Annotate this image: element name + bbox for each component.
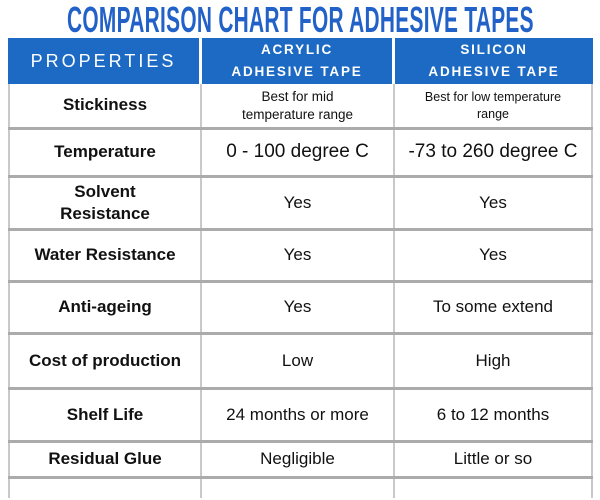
cell-silicon-value: Little or so xyxy=(395,443,593,476)
cell-empty xyxy=(202,479,395,498)
table-row-residual-glue: Residual Glue Negligible Little or so xyxy=(8,443,593,479)
table-header-row: PROPERTIES ACRYLIC ADHESIVE TAPE SILICON… xyxy=(8,38,593,84)
cell-silicon-value: 6 to 12 months xyxy=(395,390,593,440)
cell-acrylic-value: Yes xyxy=(202,178,395,228)
table-row-shelf-life: Shelf Life 24 months or more 6 to 12 mon… xyxy=(8,390,593,443)
cell-acrylic-value: Low xyxy=(202,335,395,387)
cell-silicon-value: -73 to 260 degree C xyxy=(395,130,593,175)
header-cell-acrylic: ACRYLIC ADHESIVE TAPE xyxy=(202,38,392,84)
cell-acrylic-value: Yes xyxy=(202,231,395,280)
header-acrylic-line2: ADHESIVE TAPE xyxy=(231,64,363,79)
cell-property: Solvent Resistance xyxy=(8,178,202,228)
page-title: COMPARISON CHART FOR ADHESIVE TAPES xyxy=(66,0,534,40)
table-row-water-resistance: Water Resistance Yes Yes xyxy=(8,231,593,283)
cell-acrylic-value: Best for mid temperature range xyxy=(202,84,395,127)
header-cell-properties: PROPERTIES xyxy=(8,38,199,84)
cell-property: Water Resistance xyxy=(8,231,202,280)
cell-silicon-value: Best for low temperature range xyxy=(395,84,593,127)
table-row-anti-ageing: Anti-ageing Yes To some extend xyxy=(8,283,593,335)
cell-acrylic-value: 0 - 100 degree C xyxy=(202,130,395,175)
header-acrylic-line1: ACRYLIC xyxy=(260,41,334,57)
header-silicon-line1: SILICON xyxy=(460,41,528,57)
cell-acrylic-value: Yes xyxy=(202,283,395,332)
table-row-cost-of-production: Cost of production Low High xyxy=(8,335,593,390)
page-title-wrap: COMPARISON CHART FOR ADHESIVE TAPES xyxy=(0,2,600,38)
table-row-temperature: Temperature 0 - 100 degree C -73 to 260 … xyxy=(8,130,593,178)
table-row-solvent-resistance: Solvent Resistance Yes Yes xyxy=(8,178,593,231)
cell-property: Temperature xyxy=(8,130,202,175)
cell-property: Cost of production xyxy=(8,335,202,387)
cell-silicon-value: Yes xyxy=(395,231,593,280)
header-silicon-line2: ADHESIVE TAPE xyxy=(428,64,560,79)
table-row-partial xyxy=(8,479,593,498)
cell-empty xyxy=(395,479,593,498)
table-row-stickiness: Stickiness Best for mid temperature rang… xyxy=(8,84,593,130)
cell-silicon-value: To some extend xyxy=(395,283,593,332)
cell-property: Stickiness xyxy=(8,84,202,127)
cell-property: Anti-ageing xyxy=(8,283,202,332)
comparison-table: PROPERTIES ACRYLIC ADHESIVE TAPE SILICON… xyxy=(8,38,593,498)
cell-silicon-value: High xyxy=(395,335,593,387)
cell-acrylic-value: Negligible xyxy=(202,443,395,476)
cell-silicon-value: Yes xyxy=(395,178,593,228)
cell-empty xyxy=(8,479,202,498)
cell-property: Shelf Life xyxy=(8,390,202,440)
header-cell-silicon: SILICON ADHESIVE TAPE xyxy=(395,38,593,84)
cell-property: Residual Glue xyxy=(8,443,202,476)
header-properties-label: PROPERTIES xyxy=(30,50,177,71)
cell-acrylic-value: 24 months or more xyxy=(202,390,395,440)
